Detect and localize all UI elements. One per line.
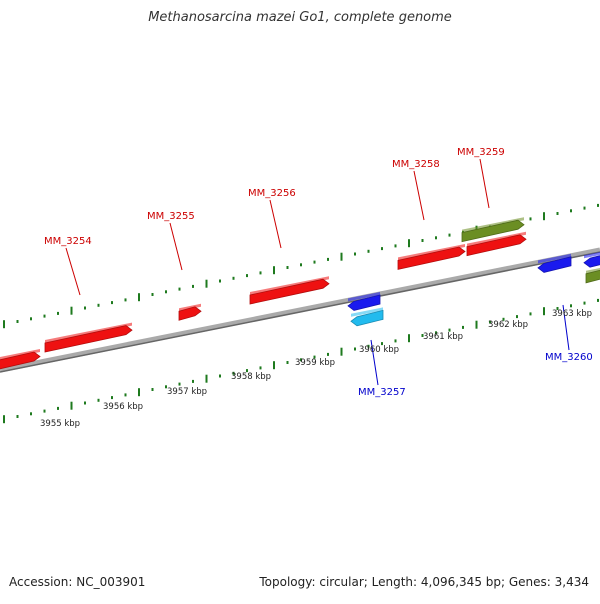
genome-summary-text: Topology: circular; Length: 4,096,345 bp…: [259, 575, 589, 589]
label-leaders: [65, 158, 570, 386]
gene-arrow-reverse[interactable]: [347, 292, 381, 311]
gene-arrow-forward[interactable]: [249, 276, 330, 305]
gene-arrow-reverse[interactable]: [583, 249, 600, 268]
label-leader-line: [413, 170, 425, 221]
gene-arrow-top-face: [398, 244, 465, 261]
gene-arrow-forward[interactable]: [44, 322, 133, 353]
gene-arrow-body: [350, 309, 384, 327]
gene-arrow-forward[interactable]: [0, 349, 41, 370]
gene-arrow-top-face: [462, 217, 524, 233]
gene-arrow-body: [178, 306, 202, 321]
scale-label: 3963 kbp: [552, 309, 592, 319]
gene-label[interactable]: MM_3258: [392, 159, 440, 170]
gene-arrow-forward[interactable]: [178, 303, 202, 321]
gene-arrow-top-face: [584, 251, 600, 259]
gene-arrow-body: [44, 325, 133, 353]
label-leader-line: [169, 222, 183, 271]
gene-label[interactable]: MM_3255: [147, 211, 195, 222]
gene-label[interactable]: MM_3257: [358, 387, 406, 398]
gene-arrow-top-face: [467, 231, 526, 247]
backbone-shadow: [0, 251, 600, 373]
gene-arrow-forward[interactable]: [461, 217, 525, 243]
gene-label[interactable]: MM_3260: [545, 352, 593, 363]
gene-features[interactable]: [0, 217, 600, 370]
gene-arrow-top-face: [348, 292, 380, 302]
gene-arrow-body: [397, 246, 466, 270]
gene-arrow-forward[interactable]: [466, 231, 527, 257]
reverse-tick-track: [3, 298, 599, 424]
gene-arrow-body: [585, 269, 600, 284]
gene-labels[interactable]: MM_3254 MM_3255 MM_3256 MM_3258 MM_3259 MM_32…: [44, 147, 593, 398]
gene-arrow-reverse[interactable]: [537, 253, 572, 273]
gene-arrow-body: [0, 351, 41, 370]
scale-label: 3957 kbp: [167, 387, 207, 397]
gene-arrow-top-face: [538, 253, 571, 264]
gene-arrow-reverse[interactable]: [350, 307, 384, 327]
gene-arrow-body: [537, 256, 572, 273]
backbone-line: [0, 247, 600, 373]
scale-label: 3960 kbp: [359, 345, 399, 355]
label-leader-line: [269, 199, 282, 249]
scale-label: 3961 kbp: [423, 332, 463, 342]
scale-label: 3955 kbp: [40, 419, 80, 429]
gene-arrow-top-face: [586, 268, 600, 274]
gene-arrow-forward[interactable]: [397, 244, 466, 270]
scale-label: 3956 kbp: [103, 402, 143, 412]
gene-arrow-body: [347, 294, 381, 311]
scale-label: 3962 kbp: [488, 320, 528, 330]
map-title: Methanosarcina mazei Go1, complete genom…: [148, 10, 452, 25]
gene-arrow-body: [461, 219, 525, 243]
scale-label: 3959 kbp: [295, 358, 335, 368]
gene-label[interactable]: MM_3254: [44, 236, 92, 247]
gene-arrow-body: [249, 278, 330, 305]
gene-arrow-body: [466, 234, 527, 257]
label-leader-line: [65, 247, 81, 296]
scale-labels: 3955 kbp 3956 kbp 3957 kbp 3958 kbp 3959 kbp…: [40, 309, 592, 429]
gene-arrow-top-face: [45, 322, 132, 343]
label-leader-line: [370, 339, 379, 386]
gene-arrow-reverse[interactable]: [585, 265, 600, 284]
label-leader-line: [562, 304, 570, 351]
scale-label: 3958 kbp: [231, 372, 271, 382]
gene-label[interactable]: MM_3259: [457, 147, 505, 158]
gene-arrow-body: [583, 255, 600, 268]
gene-arrow-top-face: [250, 276, 329, 295]
label-leader-line: [479, 158, 490, 209]
accession-text: Accession: NC_003901: [9, 575, 146, 589]
gene-label[interactable]: MM_3256: [248, 188, 296, 199]
gene-arrow-top-face: [351, 307, 383, 317]
genome-backbone: [0, 247, 600, 373]
